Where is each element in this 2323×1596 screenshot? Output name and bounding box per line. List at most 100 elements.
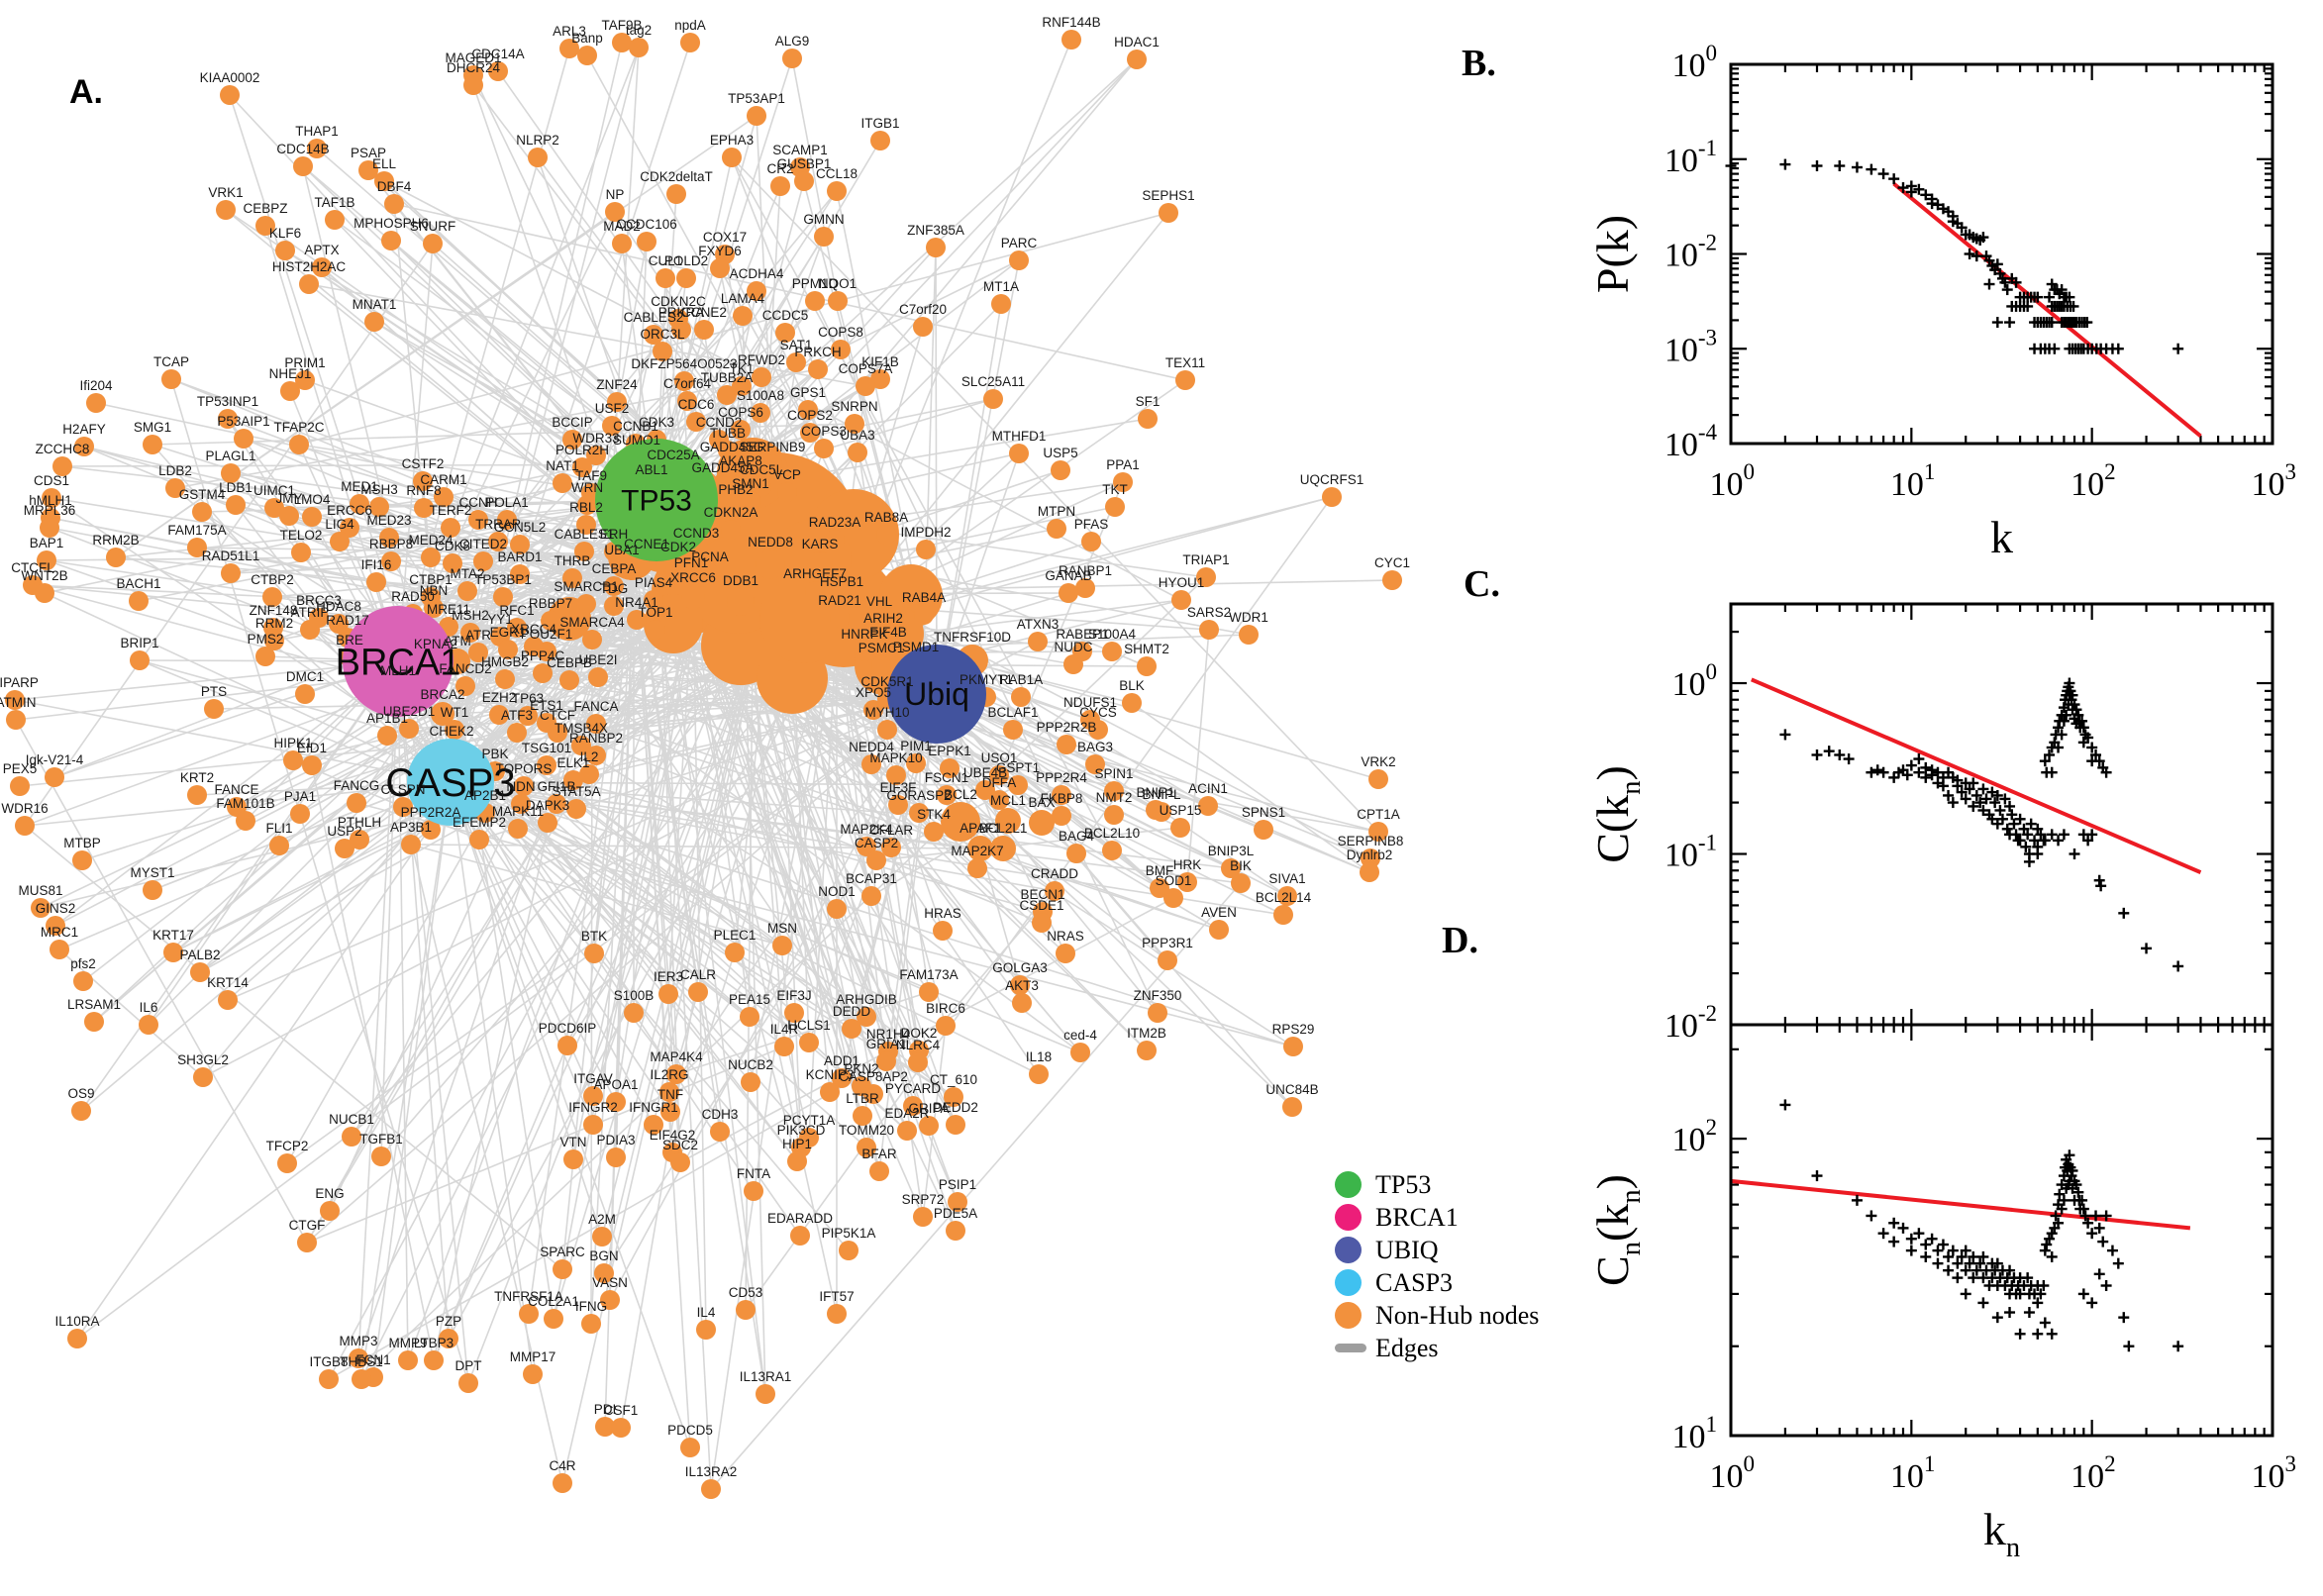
gene-label: TERF2: [430, 503, 472, 518]
panel-b-label: B.: [1462, 43, 1496, 84]
gene-node: [762, 454, 782, 474]
gene-label: BCL2: [944, 787, 977, 802]
gene-label: PLEC1: [714, 928, 757, 943]
gene-label: EIF3F: [880, 780, 917, 795]
gene-label: FANCE: [214, 782, 258, 797]
gene-label: MED1: [341, 479, 378, 494]
gene-label: TEX11: [1165, 355, 1205, 370]
gene-label: CCL18: [816, 166, 858, 181]
gene-node: [143, 880, 162, 900]
gene-node: [671, 320, 691, 340]
gene-label: GORASP2: [886, 788, 951, 803]
edge: [397, 243, 434, 662]
gene-node: [218, 409, 238, 429]
gene-label: GSTM4: [179, 487, 226, 502]
gene-label: SPNS1: [1242, 805, 1285, 820]
gene-node: [468, 510, 488, 530]
gene-label: CDK5R1: [860, 674, 913, 689]
gene-node: [909, 803, 929, 823]
gene-label: CCNH: [459, 495, 498, 510]
gene-node: [680, 33, 700, 52]
gene-label: ATM: [444, 634, 471, 648]
gene-node: [581, 1314, 601, 1334]
gene-node: [990, 836, 1016, 861]
exponent: 3: [2285, 459, 2297, 484]
gene-label: MAGED1: [445, 50, 501, 65]
gene-label: DOK2: [901, 1026, 938, 1041]
y-tick-label: 10-1: [1665, 831, 1717, 874]
gene-label: RAD17: [326, 613, 369, 628]
gene-label: TK1: [730, 361, 755, 376]
gene-node: [592, 1227, 612, 1247]
gene-node: [421, 548, 441, 567]
gene-node: [967, 836, 993, 861]
gene-node: [732, 376, 752, 396]
edge: [407, 593, 694, 1361]
gene-node: [563, 770, 583, 790]
edge: [752, 652, 959, 1203]
gene-label: RRM2B: [92, 533, 139, 548]
gene-label: TAF1B: [314, 195, 354, 210]
gene-node: [857, 1138, 876, 1157]
edge: [139, 659, 1044, 913]
gene-label: BIRC6: [926, 1001, 965, 1016]
gene-label: PMS2: [248, 632, 284, 647]
gene-label: GUSBP1: [777, 156, 832, 171]
gene-node: [855, 642, 874, 661]
gene-label: APTX: [304, 243, 339, 257]
y-tick-label: 102: [1672, 1115, 1718, 1158]
gene-node: [280, 381, 300, 401]
gene-node: [377, 726, 397, 746]
label-text: (k: [1587, 1204, 1638, 1242]
gene-node: [524, 637, 544, 656]
gene-node: [995, 808, 1021, 834]
gene-label: CFLAR: [869, 823, 914, 838]
gene-node: [1028, 632, 1048, 651]
edge: [609, 693, 938, 1301]
edge: [633, 553, 681, 1163]
gene-label: WDR33: [572, 431, 619, 446]
hub-label-tp53: TP53: [621, 485, 692, 518]
edge: [306, 693, 938, 1244]
gene-node: [586, 746, 606, 765]
gene-label: POLA1: [485, 495, 529, 510]
gene-node: [1056, 944, 1075, 963]
gene-label: LTBR: [846, 1091, 879, 1106]
gene-label: CEBPA: [592, 561, 637, 576]
gene-node: [319, 1369, 339, 1389]
network-nodes: [5, 30, 1402, 1499]
gene-label: KRT2: [180, 770, 214, 785]
gene-node: [1282, 1097, 1302, 1117]
gene-label: IL4R: [770, 1022, 799, 1037]
gene-node: [637, 232, 656, 251]
x-tick-label: 100: [1710, 459, 1756, 503]
gene-label: AKT3: [1005, 978, 1039, 993]
gene-node: [1163, 888, 1183, 908]
label-text: P(k): [1587, 215, 1638, 293]
plot-frame: [1729, 62, 2274, 446]
gene-node: [1051, 460, 1070, 480]
gene-label: WT1: [441, 705, 469, 720]
gene-node: [611, 1418, 631, 1438]
gene-label: CD53: [729, 1285, 763, 1300]
gene-node: [458, 1373, 478, 1393]
gene-node: [586, 714, 606, 734]
gene-node: [537, 713, 556, 733]
edge: [14, 660, 399, 701]
gene-node: [1032, 913, 1052, 933]
gene-label: THAP1: [295, 124, 339, 139]
gene-node: [374, 171, 394, 191]
gene-node: [839, 1241, 858, 1260]
gene-node: [799, 1033, 819, 1052]
gene-node: [401, 835, 421, 854]
gene-node: [269, 836, 289, 855]
gene-node: [1085, 754, 1105, 774]
gene-node: [845, 414, 864, 434]
gene-label: HIST2H2AC: [272, 259, 347, 274]
gene-label: CEBPB: [547, 655, 592, 670]
gene-node: [666, 1064, 686, 1084]
gene-node: [192, 502, 212, 522]
gene-node: [187, 785, 207, 805]
gene-label: PSAP: [351, 146, 386, 160]
